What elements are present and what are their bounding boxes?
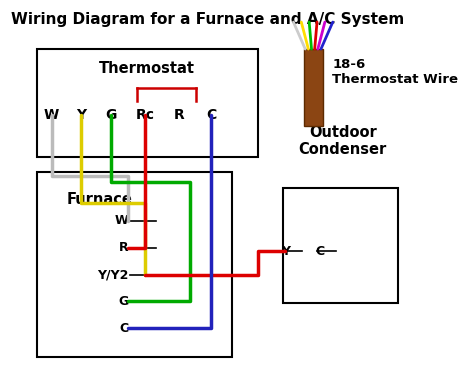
Text: Y: Y [281, 245, 290, 258]
Bar [37, 49, 258, 157]
Text: C: C [119, 322, 128, 335]
Text: Furnace: Furnace [66, 192, 132, 207]
Text: Wiring Diagram for a Furnace and A/C System: Wiring Diagram for a Furnace and A/C Sys… [11, 13, 404, 27]
Bar [37, 172, 232, 357]
Bar [303, 49, 323, 126]
Text: C: C [315, 245, 324, 258]
Text: Y/Y2: Y/Y2 [97, 268, 128, 281]
Text: R: R [118, 241, 128, 254]
Text: R: R [174, 108, 184, 122]
Bar [283, 188, 398, 303]
Text: Rc: Rc [136, 108, 155, 122]
Text: G: G [106, 108, 117, 122]
Text: Thermostat: Thermostat [100, 61, 195, 76]
Text: Outdoor
Condenser: Outdoor Condenser [299, 125, 387, 157]
Text: W: W [44, 108, 59, 122]
Text: 18-6
Thermostat Wire: 18-6 Thermostat Wire [332, 58, 458, 86]
Text: W: W [114, 214, 128, 227]
Text: C: C [206, 108, 216, 122]
Text: G: G [118, 295, 128, 308]
Text: Y: Y [76, 108, 86, 122]
